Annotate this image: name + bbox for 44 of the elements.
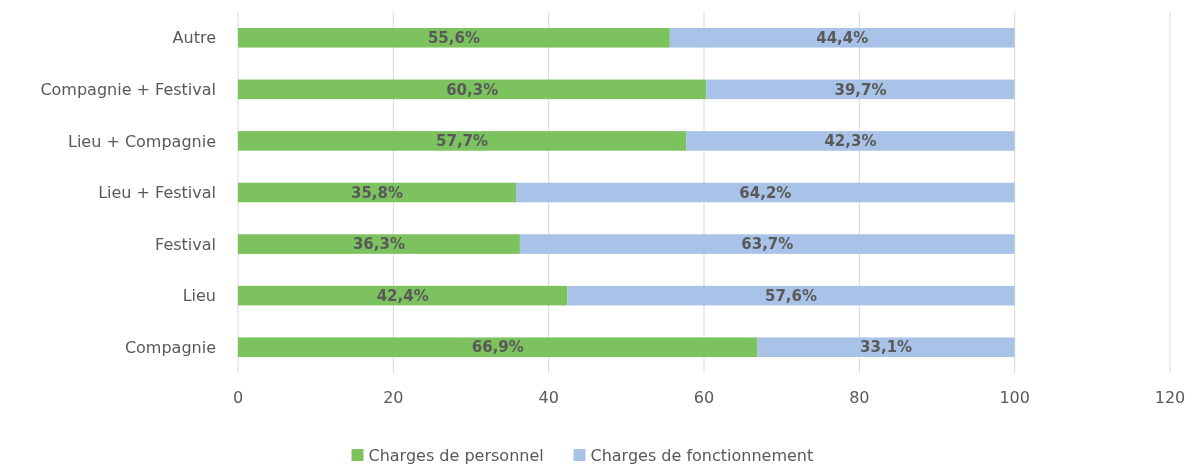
data-label: 60,3% <box>446 80 499 99</box>
bar <box>238 337 758 358</box>
data-label: 44,4% <box>816 29 869 48</box>
x-tick-label: 60 <box>693 388 715 407</box>
bar <box>519 234 1015 254</box>
data-label: 55,6% <box>427 29 480 48</box>
bar <box>238 79 707 100</box>
bar <box>238 182 517 203</box>
y-tick-label: Compagnie + Festival <box>40 79 216 99</box>
y-tick-label: Lieu <box>182 286 216 306</box>
x-tick-label: 20 <box>383 388 404 407</box>
x-tick-label: 120 <box>1154 388 1186 407</box>
bar <box>238 285 568 306</box>
y-tick-label: Festival <box>155 234 216 254</box>
data-label: 42,3% <box>824 132 877 151</box>
data-label: 63,7% <box>741 235 794 254</box>
data-label: 57,7% <box>436 132 489 151</box>
data-label: 42,4% <box>376 286 429 305</box>
data-label: 33,1% <box>860 338 913 357</box>
data-label: 57,6% <box>764 286 818 305</box>
legend-label: Charges de personnel <box>368 446 544 465</box>
legend-label: Charges de fonctionnement <box>590 446 814 465</box>
x-tick-label: 40 <box>538 388 559 407</box>
y-tick-label: Compagnie <box>124 337 216 357</box>
bar <box>757 337 1015 358</box>
data-label: 39,7% <box>834 80 887 99</box>
bar <box>567 285 1015 306</box>
x-tick-label: 0 <box>232 388 244 407</box>
bar <box>516 182 1015 203</box>
data-label: 64,2% <box>739 183 792 202</box>
bar <box>238 234 520 254</box>
data-label: 35,8% <box>351 183 404 202</box>
bar <box>686 131 1015 151</box>
bar <box>706 79 1015 100</box>
bar <box>238 27 670 48</box>
data-label: 66,9% <box>471 338 524 357</box>
x-tick-label: 80 <box>849 388 870 407</box>
y-tick-label: Lieu + Festival <box>98 183 216 203</box>
data-label: 36,3% <box>352 235 405 254</box>
y-tick-label: Lieu + Compagnie <box>67 131 216 151</box>
bar <box>669 27 1015 48</box>
y-tick-label: Autre <box>172 28 216 48</box>
bar <box>238 131 687 151</box>
x-tick-label: 100 <box>999 388 1030 407</box>
